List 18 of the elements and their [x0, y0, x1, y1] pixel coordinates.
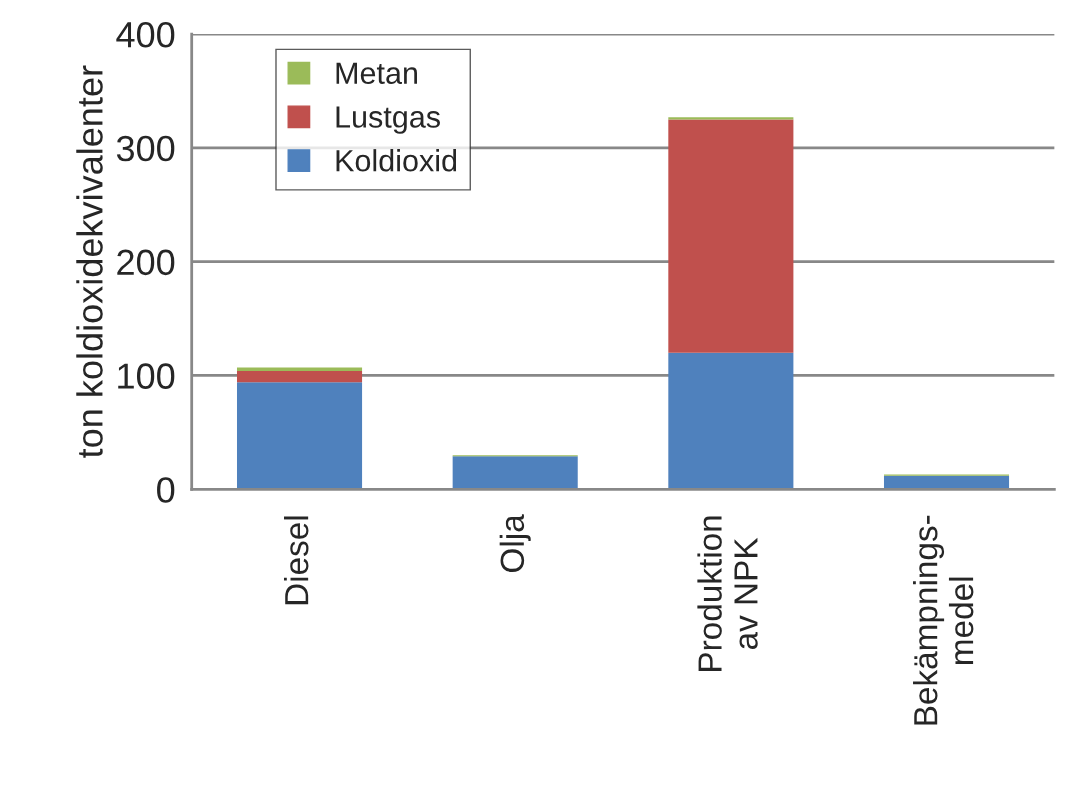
legend-label: Metan — [336, 62, 417, 85]
x-tick-label: Bekämpnings- medel — [913, 515, 974, 725]
x-tick-label: Produktion av NPK — [697, 516, 758, 671]
y-tick-label: 400 — [116, 21, 175, 48]
x-tick-label: Olja — [499, 514, 531, 572]
bar — [668, 352, 794, 490]
bar — [236, 382, 363, 490]
legend-label: Lustgas — [336, 106, 440, 134]
bar — [668, 119, 794, 353]
bar — [236, 370, 363, 383]
y-tick-label: 300 — [116, 135, 175, 162]
legend-label: Koldioxid — [336, 149, 457, 172]
y-tick-label: 200 — [117, 249, 175, 276]
y-tick-label: 100 — [118, 363, 175, 389]
bar — [452, 456, 578, 490]
x-tick-label: Diesel — [283, 516, 309, 605]
y-tick-label: 0 — [157, 477, 175, 503]
y-axis-title: ton koldioxidekvivalenter — [76, 65, 103, 458]
